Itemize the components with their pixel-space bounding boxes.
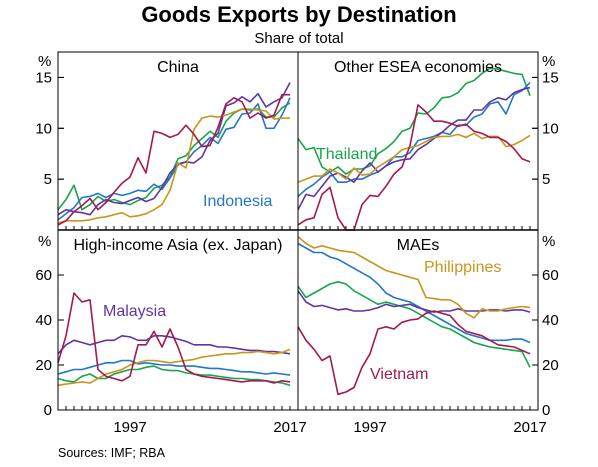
maes-annotation-philippines: Philippines: [424, 259, 501, 276]
high-income-asia-ex-japan-annotation-malaysia: Malaysia: [103, 303, 166, 320]
maes-ytick-label: 60: [542, 267, 559, 284]
source-note: Sources: IMF; RBA: [58, 446, 165, 460]
china-ytick-label: 5: [44, 171, 52, 188]
china-series-indonesia: [57, 97, 291, 221]
china-series-philippines: [57, 108, 290, 224]
china-ytick-label: 15: [35, 69, 52, 86]
high-income-asia-ex-japan-series-thailand: [57, 365, 291, 387]
maes-xtick-label: 1997: [353, 419, 386, 436]
high-income-asia-ex-japan-ytick-label: 0: [44, 402, 52, 419]
china-series-vietnam: [57, 93, 290, 226]
chart-canvas: 5 10 15% China Indonesia 5 10 15% Other ESEA eco…: [35, 51, 559, 436]
maes-annotation-vietnam: Vietnam: [370, 366, 428, 383]
other-esea-economies-series-malaysia: [297, 86, 531, 211]
maes-ytick-label: 20: [542, 357, 559, 374]
other-esea-economies-series-thailand: [297, 67, 531, 175]
maes-series-malaysia: [297, 290, 531, 313]
high-income-asia-ex-japan-series-philippines: [57, 348, 291, 387]
other-esea-economies-ytick-label: 10: [542, 120, 559, 137]
high-income-asia-ex-japan-xtick-label: 2017: [273, 419, 306, 436]
china-annotation-indonesia: Indonesia: [203, 193, 272, 210]
high-income-asia-ex-japan-series-vietnam: [57, 292, 291, 384]
maes-series-thailand: [297, 280, 531, 368]
other-esea-economies-series-philippines: [297, 132, 531, 183]
maes-xtick-label: 2017: [513, 419, 546, 436]
maes-unit-label: %: [542, 233, 555, 250]
other-esea-economies-annotation-thailand: Thailand: [316, 146, 377, 163]
maes-panel-title: MAEs: [397, 237, 440, 254]
other-esea-economies-ytick-label: 5: [542, 171, 550, 188]
maes-series-vietnam: [297, 310, 531, 396]
china-panel-title: China: [157, 59, 199, 76]
high-income-asia-ex-japan-xtick-label: 1997: [113, 419, 146, 436]
high-income-asia-ex-japan-panel-title: High-income Asia (ex. Japan): [74, 237, 283, 254]
other-esea-economies-unit-label: %: [542, 53, 555, 70]
chart-subtitle: Share of total: [254, 30, 344, 47]
high-income-asia-ex-japan-ytick-label: 20: [35, 357, 52, 374]
maes-series-philippines: [297, 236, 531, 319]
other-esea-economies-panel-title: Other ESEA economies: [334, 59, 502, 76]
high-income-asia-ex-japan-ytick-label: 60: [35, 267, 52, 284]
high-income-asia-ex-japan-ytick-label: 40: [35, 312, 52, 329]
china-series-malaysia: [57, 82, 291, 216]
other-esea-economies-ytick-label: 15: [542, 69, 559, 86]
chart-title: Goods Exports by Destination: [141, 2, 457, 27]
china-unit-label: %: [38, 53, 51, 70]
high-income-asia-ex-japan-unit-label: %: [38, 233, 51, 250]
maes-ytick-label: 40: [542, 312, 559, 329]
high-income-asia-ex-japan-series-indonesia: [57, 359, 291, 376]
other-esea-economies-series-vietnam: [297, 104, 531, 231]
maes-ytick-label: 0: [542, 402, 550, 419]
china-ytick-label: 10: [35, 120, 52, 137]
